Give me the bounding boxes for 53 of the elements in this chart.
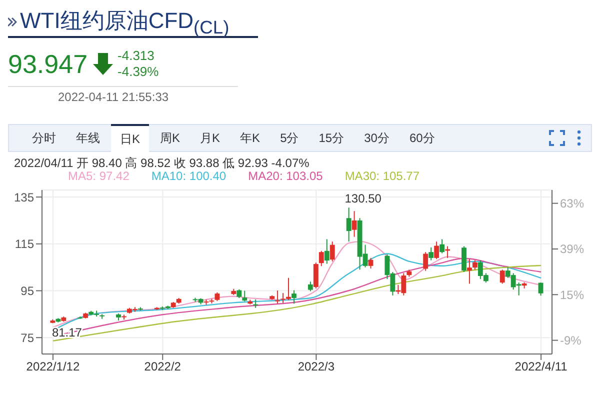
candlestick xyxy=(292,290,296,304)
candlestick xyxy=(330,241,335,262)
text: 月K xyxy=(199,130,222,147)
candlestick xyxy=(423,252,428,272)
candlestick xyxy=(440,238,445,254)
text: -4.39% xyxy=(118,64,159,80)
text: MA10: 100.40 xyxy=(151,169,226,184)
candlestick xyxy=(467,258,472,284)
candlestick xyxy=(346,207,352,242)
candlestick xyxy=(313,262,318,289)
text: 分时 xyxy=(31,130,57,147)
text: MA5: 97.42 xyxy=(68,169,130,184)
candlestick xyxy=(472,260,478,270)
x-tick-label: 2022/1/12 xyxy=(26,360,80,374)
y-tick-label: 95 xyxy=(20,284,34,298)
text: -4.313 xyxy=(118,48,156,64)
candlestick xyxy=(308,281,313,292)
x-tick-label: 2022/3 xyxy=(298,360,335,374)
text: 年K xyxy=(239,130,262,147)
candlestick xyxy=(500,269,505,284)
candlestick xyxy=(462,246,466,272)
candlestick xyxy=(324,238,330,264)
y2-tick-label: 15% xyxy=(560,288,584,302)
candlestick xyxy=(275,290,280,304)
text: 93.947 xyxy=(8,48,88,80)
y2-tick-label: 39% xyxy=(560,242,584,256)
text: 年线 xyxy=(75,130,101,147)
y2-tick-label: 63% xyxy=(560,196,584,211)
text: 30分 xyxy=(363,130,390,147)
y-tick-label: 75 xyxy=(20,330,34,345)
y2-tick-label: -9% xyxy=(560,334,582,348)
candlestick xyxy=(368,257,374,269)
text: 15分 xyxy=(318,130,346,147)
candlestick xyxy=(242,290,248,302)
text: 60分 xyxy=(408,130,436,147)
candlestick xyxy=(434,241,440,260)
candlestick xyxy=(428,246,434,261)
text: MA20: 103.05 xyxy=(248,169,323,184)
text: 5分 xyxy=(279,130,300,147)
x-tick-label: 2022/4/11 xyxy=(514,360,568,374)
text: 2022-04-11 21:55:33 xyxy=(8,86,238,104)
annotation: 130.50 xyxy=(344,192,382,206)
y-tick-label: 135 xyxy=(14,190,34,204)
x-tick-label: 2022/2 xyxy=(144,360,182,374)
chart-title: WTI纽约原油CFD$_{(CL)}$ xyxy=(20,6,230,38)
text: 日K xyxy=(111,124,150,152)
candlestick xyxy=(352,210,357,238)
text: MA30: 105.77 xyxy=(344,169,420,184)
y-tick-label: 115 xyxy=(14,237,34,252)
text: 周K xyxy=(159,130,182,147)
text: 2022/04/11 开 98.40 高 98.52 收 93.88 低 92.93 -4.07% xyxy=(13,155,310,170)
candlestick xyxy=(318,250,324,267)
candlestick xyxy=(538,282,544,296)
